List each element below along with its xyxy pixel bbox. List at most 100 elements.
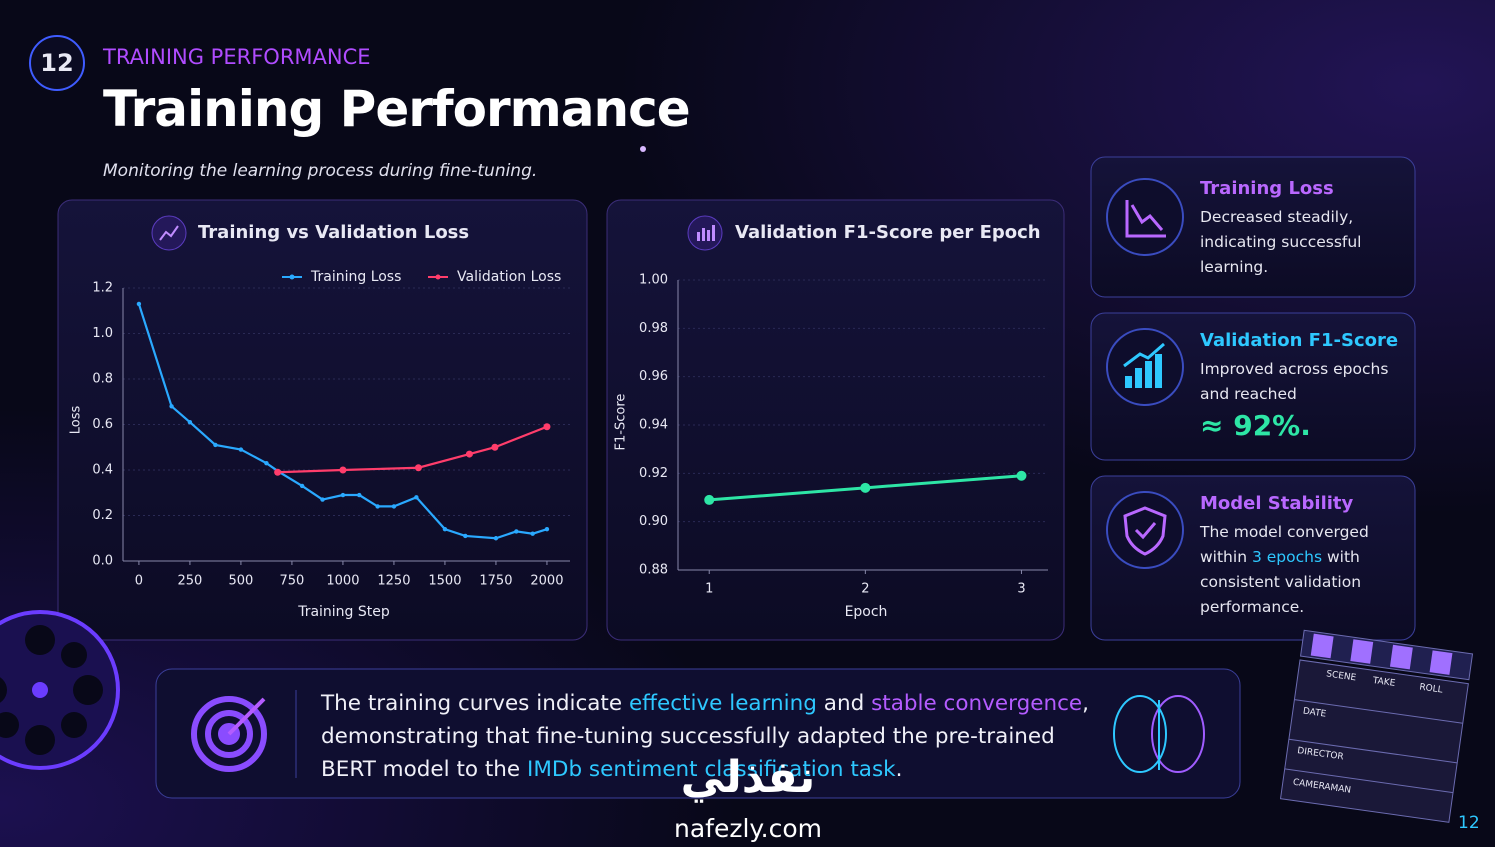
- y-tick-label: 0.92: [639, 466, 668, 481]
- data-point: [543, 423, 551, 431]
- card-body: The model converged within 3 epochs with…: [1200, 520, 1400, 620]
- x-axis-label: Training Step: [297, 604, 390, 620]
- clapper-label: TAKE: [1371, 676, 1396, 689]
- data-point: [299, 483, 305, 489]
- data-point: [339, 466, 347, 474]
- data-point: [340, 492, 346, 498]
- card-title: Training Loss: [1200, 178, 1334, 199]
- chart-title: Training vs Validation Loss: [198, 222, 469, 243]
- data-point: [530, 531, 535, 536]
- summary: The training curves indicate effective l…: [321, 687, 1091, 786]
- legend-swatch-dot: [435, 274, 441, 280]
- x-tick-label: 1250: [377, 574, 410, 589]
- x-axis-label: Epoch: [845, 604, 888, 620]
- x-tick-label: 2: [861, 582, 869, 597]
- chart-title: Validation F1-Score per Epoch: [735, 222, 1041, 243]
- data-point: [414, 464, 422, 472]
- text: with consistent validation performance.: [1200, 548, 1362, 616]
- x-tick-label: 3: [1017, 582, 1025, 597]
- data-point: [238, 447, 244, 452]
- x-tick-label: 2000: [530, 574, 563, 589]
- card-body: Improved across epochs and reached: [1200, 360, 1389, 403]
- card: Validation F1-Score Improved across epoc…: [1200, 330, 1400, 442]
- y-tick-label: 1.2: [92, 281, 113, 296]
- highlight: IMDb sentiment classification task: [527, 757, 896, 782]
- data-point: [213, 442, 218, 448]
- clapper-label: SCENE: [1326, 669, 1358, 683]
- x-tick-label: 250: [178, 574, 203, 589]
- x-tick-label: 500: [229, 574, 254, 589]
- data-point: [465, 450, 473, 458]
- text: , demonstrating that fine-tuning success…: [321, 691, 1089, 782]
- slide-subtitle: Monitoring the learning process during f…: [103, 161, 538, 181]
- highlight: effective learning: [628, 691, 817, 716]
- card-highlight: ≈ 92%.: [1200, 409, 1311, 442]
- icon-brain: [1113, 695, 1205, 773]
- y-tick-label: 0.94: [639, 418, 668, 433]
- card-title: Validation F1-Score: [1200, 330, 1399, 351]
- highlight: 3 epochs: [1251, 548, 1323, 566]
- legend-label: Training Loss: [310, 269, 401, 285]
- icon-loss: [1130, 204, 1164, 231]
- highlight: stable convergence: [871, 691, 1083, 716]
- y-tick-label: 0.8: [92, 372, 113, 387]
- card-title: Model Stability: [1200, 493, 1354, 514]
- chart-icon: [151, 215, 187, 251]
- series-line: [277, 425, 548, 474]
- text: The model converged within: [1200, 523, 1369, 566]
- section-label: TRAINING PERFORMANCE: [103, 45, 371, 69]
- legend-swatch-dot: [289, 274, 295, 280]
- data-point: [169, 404, 174, 409]
- icon-arrow: [227, 697, 266, 736]
- data-point: [414, 495, 419, 500]
- chart-panel: [57, 199, 588, 641]
- data-point: [375, 504, 380, 509]
- x-tick-label: 1000: [326, 574, 359, 589]
- x-tick-label: 1750: [479, 574, 512, 589]
- x-tick-label: 0: [135, 574, 143, 589]
- data-point: [136, 301, 142, 307]
- chart-panel: [606, 199, 1065, 641]
- card: Model Stability The model converged with…: [1200, 493, 1400, 620]
- summary-box: [155, 668, 1241, 799]
- icon-target: [191, 696, 267, 772]
- data-point: [320, 497, 325, 502]
- y-tick-label: 0.96: [639, 369, 668, 384]
- data-point: [491, 443, 499, 451]
- icon-trend: [1123, 342, 1165, 368]
- y-tick-label: 0.4: [92, 463, 113, 478]
- y-tick-label: 1.0: [92, 326, 113, 341]
- x-tick-label: 1500: [428, 574, 461, 589]
- data-point: [544, 526, 550, 532]
- card-body: Decreased steadily, indicating successfu…: [1200, 208, 1362, 276]
- y-tick-label: 1.00: [639, 273, 668, 288]
- slide-title: Training Performance: [103, 80, 691, 138]
- text: .: [895, 757, 903, 782]
- clapper-label: ROLL: [1419, 682, 1444, 695]
- slide-number: 12: [40, 49, 73, 77]
- x-tick-label: 1: [705, 582, 713, 597]
- watermark-latin: nafezly.com: [674, 814, 822, 843]
- badge: [29, 35, 85, 91]
- data-point: [493, 536, 499, 541]
- series-line: [137, 303, 548, 540]
- page-number: 12: [1458, 813, 1480, 833]
- underline-dot: [640, 146, 646, 152]
- legend-label: Validation Loss: [457, 269, 561, 285]
- icon-check: [1134, 522, 1157, 540]
- x-tick-label: 750: [280, 574, 305, 589]
- y-axis-label: Loss: [69, 406, 84, 435]
- chart-icon-bars: [697, 225, 715, 241]
- y-axis-label: F1-Score: [614, 394, 629, 451]
- text: The training curves indicate: [321, 691, 629, 716]
- y-tick-label: 0.90: [639, 514, 668, 529]
- data-point: [274, 468, 282, 476]
- chart-icon-line: [159, 225, 179, 241]
- data-point: [1016, 470, 1027, 481]
- data-point: [442, 526, 448, 532]
- y-tick-label: 0.88: [639, 563, 668, 578]
- data-point: [357, 492, 362, 498]
